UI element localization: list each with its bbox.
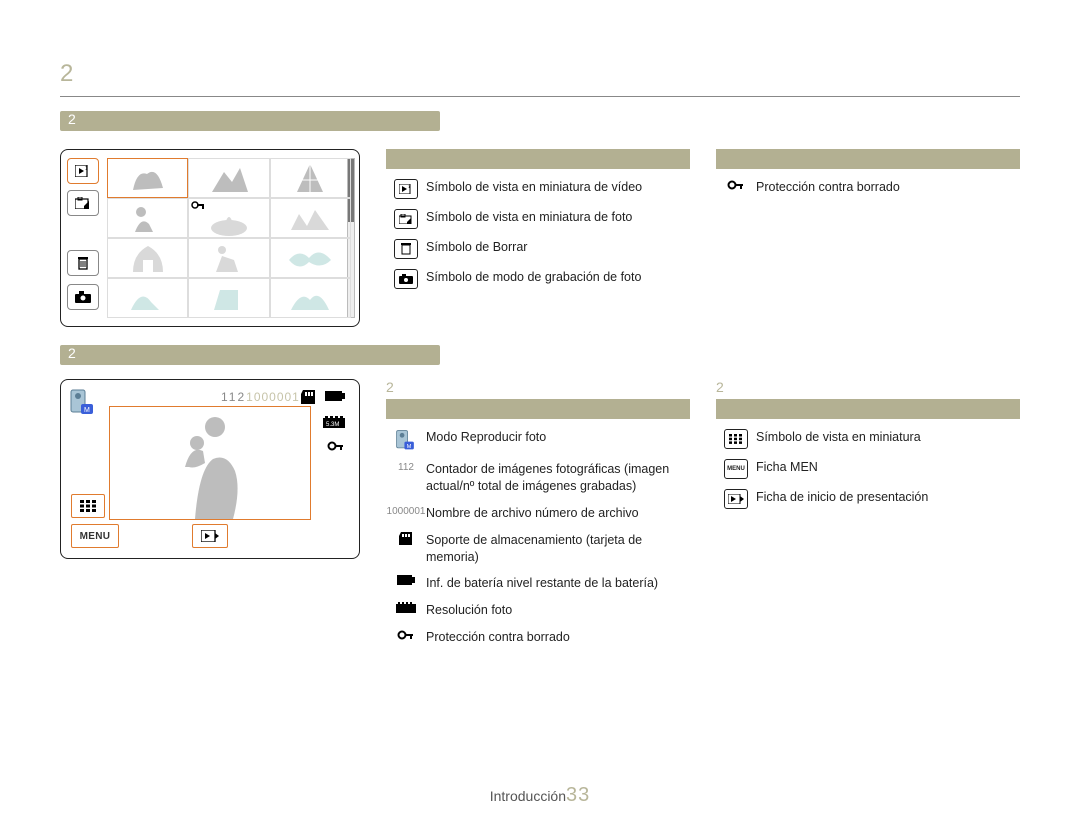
thumbnail[interactable] [270, 278, 351, 318]
legend-row: Símbolo de modo de grabación de foto [386, 269, 690, 289]
screen-1: 1 [60, 149, 360, 327]
svg-text:M: M [407, 444, 412, 450]
page-section-number: 2 [60, 60, 1020, 88]
thumbnail[interactable] [188, 278, 269, 318]
screen-photo-playback: M 1121000001 5.3M MENU [60, 379, 360, 656]
camera-mode-button[interactable] [67, 284, 99, 310]
trash-button[interactable] [67, 250, 99, 276]
counter-label: 112 [386, 461, 426, 475]
thumbnail[interactable] [270, 198, 351, 238]
legend-header [386, 399, 690, 419]
thumbnail[interactable] [107, 238, 188, 278]
photo-thumb-icon [75, 197, 91, 209]
key-icon [716, 179, 756, 191]
svg-text:5.3M: 5.3M [326, 422, 339, 428]
resolution-icon [386, 602, 426, 614]
resolution-icon: 5.3M [323, 416, 345, 430]
legend-header [386, 149, 690, 169]
battery-icon [325, 390, 345, 402]
card-icon [301, 390, 317, 404]
photo-thumb-tab[interactable] [67, 190, 99, 216]
thumbnail[interactable] [188, 238, 269, 278]
battery-icon [386, 575, 426, 585]
camera-icon [75, 291, 91, 303]
slideshow-icon [724, 489, 748, 509]
photo-frame[interactable] [109, 406, 311, 520]
slideshow-button[interactable] [192, 524, 228, 548]
legend-row: Protección contra borrado [716, 179, 1020, 196]
legend-header [716, 149, 1020, 169]
photo-thumb-icon [394, 209, 418, 229]
key-icon [191, 201, 205, 215]
legend2-col-1: 2 MModo Reproducir foto 112Contador de i… [386, 379, 690, 656]
thumbnail[interactable] [188, 158, 269, 198]
legend-row: 1 Símbolo de vista en miniatura de vídeo [386, 179, 690, 199]
slideshow-icon [201, 530, 219, 542]
counter-display: 1121000001 [221, 390, 300, 404]
footer-label: Introducción [490, 788, 566, 804]
svg-text:1: 1 [85, 166, 88, 172]
legend-header [716, 399, 1020, 419]
thumbnail[interactable] [270, 158, 351, 198]
grid-icon [80, 500, 96, 512]
key-icon [327, 440, 345, 452]
grid-icon [724, 429, 748, 449]
filename-label: 1000001 [386, 505, 426, 519]
thumbnail[interactable] [107, 158, 188, 198]
divider [60, 96, 1020, 97]
section-pill-2: 2 [60, 345, 440, 365]
legend-row: Símbolo de vista en miniatura de foto [386, 209, 690, 229]
thumbnail[interactable] [188, 198, 269, 238]
trash-icon [394, 239, 418, 259]
section1-columns: 1 [60, 149, 1020, 327]
svg-text:M: M [84, 407, 90, 414]
video-thumb-tab[interactable]: 1 [67, 158, 99, 184]
legend2-col-2: 2 Símbolo de vista en miniatura MENUFich… [716, 379, 1020, 656]
mode-icon: M [386, 429, 426, 451]
thumbnail[interactable] [270, 238, 351, 278]
trash-icon [76, 256, 90, 270]
section2-columns: M 1121000001 5.3M MENU [60, 379, 1020, 656]
key-icon [386, 629, 426, 641]
thumbnail-grid [107, 158, 351, 318]
sub-number: 2 [386, 379, 690, 395]
mode-icon: M [69, 388, 97, 416]
thumbnail-view-button[interactable] [71, 494, 105, 518]
menu-icon: MENU [724, 459, 748, 479]
video-thumb-icon: 1 [75, 165, 91, 177]
camera-icon [394, 269, 418, 289]
screen-2: M 1121000001 5.3M MENU [60, 379, 360, 559]
screen-thumbnail-view: 1 [60, 149, 360, 327]
thumbnail[interactable] [107, 278, 188, 318]
svg-text:1: 1 [408, 184, 411, 189]
section-pill-1: 2 [60, 111, 440, 131]
page: 2 2 1 [0, 0, 1080, 825]
photo-silhouette [155, 409, 265, 519]
video-thumb-icon: 1 [394, 179, 418, 199]
page-footer: Introducción33 [0, 784, 1080, 807]
legend-col-2: Protección contra borrado [716, 149, 1020, 327]
sub-number: 2 [716, 379, 1020, 395]
footer-page-number: 33 [566, 784, 590, 806]
card-icon [386, 532, 426, 546]
legend-col-1: 1 Símbolo de vista en miniatura de vídeo… [386, 149, 690, 327]
legend-row: Símbolo de Borrar [386, 239, 690, 259]
menu-button[interactable]: MENU [71, 524, 119, 548]
thumbnail[interactable] [107, 198, 188, 238]
